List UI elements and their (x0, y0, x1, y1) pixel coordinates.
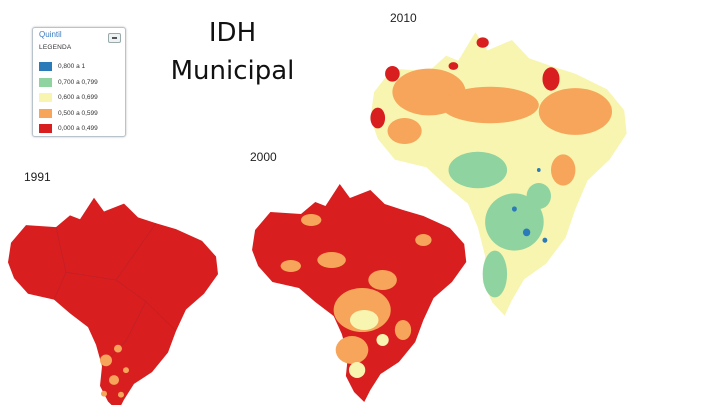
map-region-fill (8, 197, 218, 405)
legend-swatch (39, 77, 52, 87)
year-label-2010: 2010 (390, 11, 417, 25)
page-title: IDH Municipal (170, 18, 295, 86)
legend-swatch (39, 124, 52, 134)
year-label-1991: 1991 (24, 170, 51, 184)
legend-swatch (39, 93, 52, 103)
legend-panel: Quintil LEGENDA 0,800 a 1 0,700 a 0,799 … (32, 27, 126, 137)
year-label-2000: 2000 (250, 150, 277, 164)
legend-item: 0,000 a 0,499 (39, 121, 98, 137)
legend-header: Quintil (39, 30, 62, 39)
map-patches-blue (511, 168, 548, 243)
legend-label: 0,700 a 0,799 (58, 78, 98, 86)
legend-label: 0,500 a 0,599 (58, 109, 98, 117)
legend-label: 0,000 a 0,499 (58, 125, 98, 133)
brazil-map-1991 (8, 197, 218, 405)
map-patches-orange (387, 68, 612, 186)
legend-items: 0,800 a 1 0,700 a 0,799 0,600 a 0,699 0,… (39, 59, 98, 137)
legend-item: 0,800 a 1 (39, 59, 98, 75)
legend-swatch (39, 62, 52, 72)
legend-label: 0,800 a 1 (58, 63, 86, 71)
legend-subtitle: LEGENDA (39, 44, 72, 51)
brazil-map-2000 (252, 184, 467, 402)
map-patches-yellow (348, 310, 389, 378)
legend-item: 0,500 a 0,599 (39, 106, 98, 122)
map-patches-green (448, 151, 551, 298)
map-patches-orange (100, 344, 129, 398)
brazil-map-2010 (370, 32, 627, 316)
collapse-icon[interactable] (108, 33, 121, 43)
legend-swatch (39, 108, 52, 118)
legend-item: 0,700 a 0,799 (39, 75, 98, 91)
legend-item: 0,600 a 0,699 (39, 90, 98, 106)
legend-label: 0,600 a 0,699 (58, 94, 98, 102)
map-patches-red (370, 37, 560, 129)
